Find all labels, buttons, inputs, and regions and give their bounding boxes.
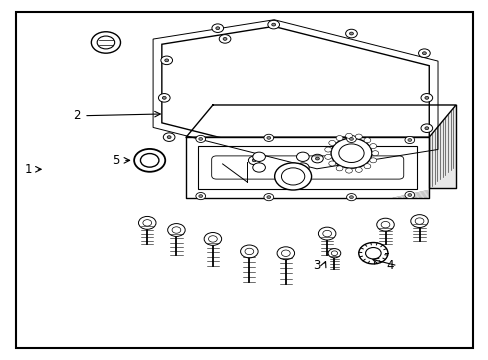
Circle shape bbox=[267, 20, 279, 29]
Circle shape bbox=[161, 56, 172, 64]
Circle shape bbox=[199, 195, 202, 198]
Circle shape bbox=[404, 192, 414, 199]
Circle shape bbox=[327, 249, 340, 258]
Circle shape bbox=[330, 251, 337, 256]
Circle shape bbox=[208, 236, 217, 242]
Circle shape bbox=[349, 138, 353, 140]
Circle shape bbox=[138, 216, 156, 229]
Circle shape bbox=[164, 59, 168, 62]
Circle shape bbox=[322, 230, 331, 237]
Circle shape bbox=[324, 154, 331, 159]
Circle shape bbox=[424, 127, 428, 130]
Circle shape bbox=[158, 94, 170, 102]
Circle shape bbox=[346, 135, 356, 143]
Text: 5: 5 bbox=[112, 154, 119, 167]
Circle shape bbox=[365, 248, 380, 259]
Circle shape bbox=[338, 144, 364, 162]
Circle shape bbox=[223, 37, 226, 40]
Circle shape bbox=[407, 139, 411, 141]
Circle shape bbox=[345, 29, 357, 38]
Circle shape bbox=[420, 94, 432, 102]
Text: 2: 2 bbox=[73, 109, 81, 122]
Circle shape bbox=[420, 124, 432, 132]
Circle shape bbox=[252, 163, 265, 172]
Circle shape bbox=[296, 152, 308, 161]
Text: 1: 1 bbox=[24, 163, 32, 176]
Circle shape bbox=[355, 167, 362, 172]
Circle shape bbox=[355, 134, 362, 139]
Circle shape bbox=[349, 32, 353, 35]
Circle shape bbox=[266, 136, 270, 139]
Circle shape bbox=[407, 194, 411, 197]
Circle shape bbox=[324, 147, 331, 152]
Circle shape bbox=[376, 218, 393, 231]
Circle shape bbox=[296, 163, 308, 172]
Circle shape bbox=[140, 154, 159, 167]
Circle shape bbox=[244, 248, 253, 255]
Circle shape bbox=[358, 243, 387, 264]
Circle shape bbox=[274, 163, 311, 190]
Circle shape bbox=[167, 224, 185, 237]
Circle shape bbox=[271, 23, 275, 26]
Circle shape bbox=[328, 161, 335, 166]
Polygon shape bbox=[186, 105, 455, 137]
Circle shape bbox=[380, 221, 389, 228]
Circle shape bbox=[330, 138, 371, 168]
Circle shape bbox=[422, 52, 426, 55]
Circle shape bbox=[424, 96, 428, 99]
Circle shape bbox=[142, 220, 151, 226]
Circle shape bbox=[248, 156, 260, 165]
Circle shape bbox=[345, 168, 352, 173]
Circle shape bbox=[277, 247, 294, 260]
Text: 3: 3 bbox=[312, 259, 320, 272]
Circle shape bbox=[410, 215, 427, 228]
Circle shape bbox=[211, 24, 223, 32]
Circle shape bbox=[315, 157, 319, 160]
Circle shape bbox=[264, 134, 273, 141]
Circle shape bbox=[369, 144, 376, 149]
Circle shape bbox=[97, 36, 115, 49]
Circle shape bbox=[203, 233, 221, 246]
Text: 4: 4 bbox=[386, 259, 393, 272]
Circle shape bbox=[91, 32, 120, 53]
Circle shape bbox=[404, 136, 414, 144]
Circle shape bbox=[335, 136, 342, 140]
Circle shape bbox=[318, 227, 335, 240]
Circle shape bbox=[335, 166, 342, 171]
Circle shape bbox=[281, 168, 304, 185]
Circle shape bbox=[196, 193, 205, 200]
Circle shape bbox=[371, 151, 378, 156]
Circle shape bbox=[418, 49, 429, 58]
Circle shape bbox=[264, 194, 273, 201]
Circle shape bbox=[252, 159, 256, 162]
Circle shape bbox=[134, 149, 165, 172]
Circle shape bbox=[363, 164, 370, 169]
Circle shape bbox=[199, 138, 202, 140]
Circle shape bbox=[219, 35, 230, 43]
Circle shape bbox=[363, 138, 370, 143]
Circle shape bbox=[311, 154, 323, 163]
Circle shape bbox=[369, 158, 376, 163]
Circle shape bbox=[196, 135, 205, 143]
Circle shape bbox=[162, 96, 166, 99]
Circle shape bbox=[345, 133, 352, 138]
Polygon shape bbox=[162, 26, 428, 162]
Circle shape bbox=[281, 250, 289, 256]
Circle shape bbox=[346, 194, 356, 201]
Circle shape bbox=[167, 136, 171, 139]
Circle shape bbox=[328, 140, 335, 145]
Circle shape bbox=[163, 133, 175, 141]
Circle shape bbox=[266, 196, 270, 199]
Circle shape bbox=[252, 152, 265, 161]
Bar bbox=[198, 146, 416, 189]
Polygon shape bbox=[186, 137, 428, 198]
Circle shape bbox=[172, 227, 181, 233]
Circle shape bbox=[349, 196, 353, 199]
Circle shape bbox=[240, 245, 258, 258]
Polygon shape bbox=[428, 105, 455, 188]
Circle shape bbox=[414, 218, 423, 224]
Circle shape bbox=[215, 27, 219, 30]
